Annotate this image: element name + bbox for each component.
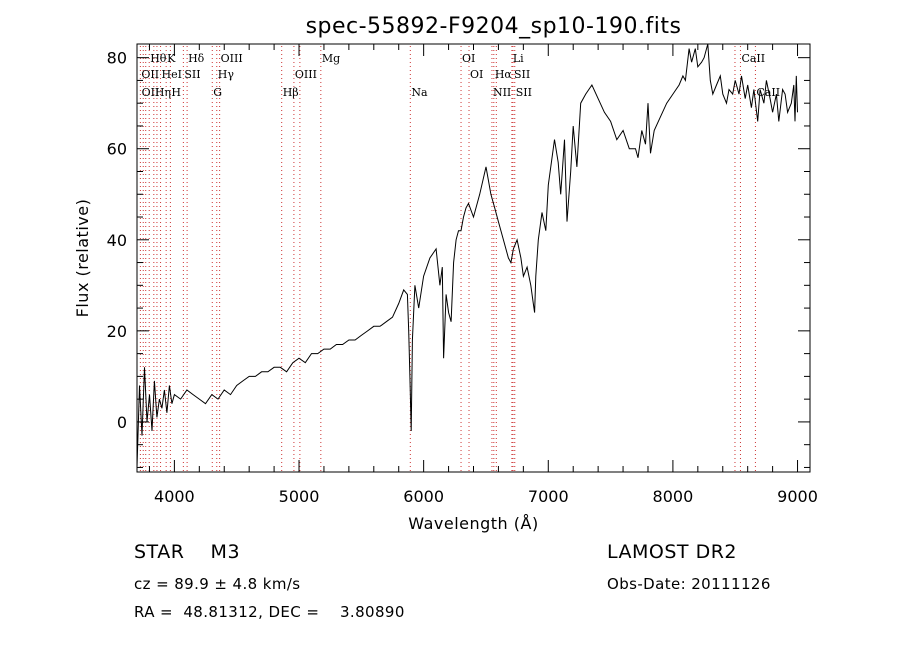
- line-label: SII: [184, 68, 200, 81]
- x-tick-label: 7000: [528, 487, 569, 506]
- line-label: K: [167, 52, 176, 65]
- line-label: HeI: [162, 68, 182, 81]
- line-label: NII: [493, 86, 511, 99]
- line-label: OIII: [295, 68, 317, 81]
- line-label: Mg: [322, 52, 340, 65]
- line-label: Hβ: [283, 86, 299, 99]
- line-label: OIII: [221, 52, 243, 65]
- line-label: Hδ: [188, 52, 205, 65]
- x-tick-label: 8000: [653, 487, 694, 506]
- coordinates: RA = 48.81312, DEC = 3.80890: [134, 603, 405, 621]
- line-label: H: [171, 86, 181, 99]
- line-label: Hη: [155, 86, 171, 99]
- line-label: Li: [513, 52, 524, 65]
- plot-frame: [136, 43, 811, 473]
- observation-date: Obs-Date: 20111126: [607, 575, 771, 593]
- x-tick-label: 5000: [279, 487, 320, 506]
- line-label: Hα: [495, 68, 513, 81]
- survey-name: LAMOST DR2: [607, 541, 737, 563]
- line-label: OII: [141, 68, 159, 81]
- line-label: G: [213, 86, 222, 99]
- y-tick-label: 80: [107, 49, 127, 68]
- line-label: OI: [470, 68, 483, 81]
- line-label: CaII: [741, 52, 765, 65]
- line-label: SII: [514, 68, 530, 81]
- object-class: STAR M3: [134, 541, 241, 563]
- line-label: SII: [516, 86, 532, 99]
- x-axis-label: Wavelength (Å): [408, 514, 538, 533]
- y-tick-label: 20: [107, 322, 127, 341]
- y-tick-label: 40: [107, 231, 127, 250]
- x-tick-label: 4000: [154, 487, 195, 506]
- x-tick-label: 9000: [777, 487, 818, 506]
- y-axis-label: Flux (relative): [73, 199, 92, 318]
- line-label: Na: [411, 86, 428, 99]
- x-tick-label: 6000: [403, 487, 444, 506]
- line-label: OII: [142, 86, 160, 99]
- chart-title: spec-55892-F9204_sp10-190.fits: [306, 14, 682, 39]
- y-tick-label: 0: [117, 413, 127, 432]
- y-tick-label: 60: [107, 140, 127, 159]
- line-label: Hθ: [150, 52, 167, 65]
- redshift-velocity: cz = 89.9 ± 4.8 km/s: [134, 575, 301, 593]
- spectrum-line: [136, 43, 798, 468]
- line-label: Hγ: [218, 68, 235, 81]
- line-label: OI: [462, 52, 475, 65]
